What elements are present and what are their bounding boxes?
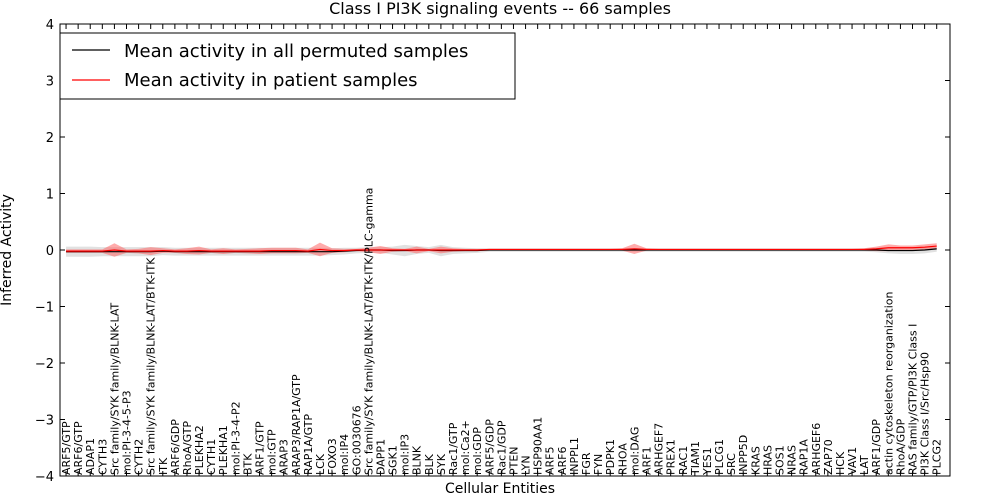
x-tick-label: SRC [725,453,738,475]
x-tick-label: DAPP1 [374,439,387,475]
y-axis-label: Inferred Activity [0,194,15,306]
x-tick-label: KRAS [749,446,762,475]
y-tick-label: 3 [46,75,54,90]
x-tick-label: mol:IP3 [399,434,412,475]
x-tick-label: mol:PI-3-4-5-P3 [121,390,134,475]
series-lines [66,245,937,253]
x-tick-label: BLK [423,453,436,475]
x-tick-label: mol:GTP [266,429,279,475]
x-tick-label: ARF5 [544,447,557,476]
y-tick-label: 0 [46,244,54,259]
x-tick-label: RhoA/GDP [894,418,907,475]
x-tick-label: mol:PI-3-4-P2 [229,401,242,475]
x-tick-label: PLCG2 [931,439,944,475]
legend-box [59,32,516,100]
x-tick-label: RAC1 [677,446,690,475]
x-tick-label: FOXO3 [326,438,339,475]
x-axis-label: Cellular Entities [445,481,555,497]
y-tick-label: 4 [46,18,54,33]
y-tick-label: −3 [35,414,54,429]
x-tick-label: Src family/SYK family/BLNK-LAT [108,302,121,475]
series-line-patient [66,245,937,252]
x-tick-label: PDPK1 [604,439,617,475]
y-tick-label: −2 [35,357,54,372]
x-tick-label: FYN [592,454,605,475]
x-tick-label: mol:DAG [628,427,641,475]
x-tick-label: LCK [314,453,327,475]
x-tick-label: ARF6 [556,447,569,476]
x-tick-label: RhoA/GTP [181,421,194,475]
x-tick-label: ADAP1 [84,438,97,475]
x-tick-label: ARF1/GDP [870,419,883,475]
x-tick-label: SOS1 [773,445,786,475]
x-tick-label: ARAP3/RAP1A/GTP [290,374,303,475]
x-tick-label: NRAS [786,445,799,475]
x-tick-label: RHOA [616,443,629,475]
x-tick-label: PTEN [507,446,520,475]
x-axis: ARF5/GTP ARF6/GTP ADAP1 CYTH3 Src family/SYK… [60,24,944,476]
x-tick-label: FGR [580,452,593,475]
x-tick-label: actin cytoskeleton reorganization [882,291,895,475]
x-tick-label: Src family/SYK family/BLNK-LAT/BTK-ITK/P… [362,188,375,475]
y-tick-label: −1 [35,301,54,316]
x-tick-label: PLCG1 [713,439,726,475]
x-tick-label: Rac1/GDP [495,420,508,475]
x-tick-label: ARF6/GDP [169,419,182,475]
x-tick-label: HCK [834,451,847,475]
x-tick-label: BTK [241,453,254,475]
x-tick-label: PLEKHA2 [193,425,206,475]
x-tick-label: RAP1A/GTP [302,414,315,475]
x-tick-label: BLNK [411,445,424,475]
x-tick-label: SYK [435,453,448,475]
x-tick-label: INPP5D [737,435,750,475]
x-tick-label: ARF5/GDP [483,419,496,475]
x-tick-label: Rac1/GTP [447,422,460,475]
x-tick-label: ARHGEF7 [653,423,666,475]
x-tick-label: ARF6/GTP [72,421,85,475]
x-tick-label: RAP1A [798,439,811,475]
x-tick-label: CYTH2 [133,439,146,475]
x-tick-label: CYTH3 [96,439,109,475]
x-tick-label: GO:0030676 [350,405,363,475]
x-tick-label: ARF5/GTP [60,421,73,475]
x-tick-label: mol:Ca2+ [459,420,472,475]
x-tick-label: LAT [858,455,871,475]
x-tick-label: mol:GDP [471,427,484,475]
x-tick-label: CYTH1 [205,439,218,475]
legend: Mean activity in all permuted samples Me… [59,32,516,100]
x-tick-label: ARF1/GTP [254,421,267,475]
x-tick-label: RAS family/GTP/PI3K Class I [907,324,920,475]
x-tick-label: PREX1 [665,439,678,475]
x-tick-label: ARHGEF6 [810,423,823,475]
x-tick-label: Src family/SYK family/BLNK-LAT/BTK-ITK [145,257,158,475]
x-tick-label: mol:IP4 [338,434,351,475]
y-tick-label: 1 [46,188,54,203]
x-tick-label: INPPL1 [568,437,581,475]
x-tick-label: ITK [157,457,170,475]
x-tick-label: TIAM1 [689,441,702,476]
y-tick-label: −4 [35,470,54,485]
x-tick-label: PI3K Class I/Src/Hsp90 [919,352,932,475]
x-tick-label: LYN [520,455,533,475]
x-tick-label: HRAS [761,445,774,475]
x-tick-label: HSP90AA1 [532,417,545,475]
x-tick-label: ARAP3 [278,439,291,475]
x-tick-label: YES1 [701,447,714,476]
legend-label-patient: Mean activity in patient samples [124,70,418,91]
x-tick-label: SGK1 [387,445,400,475]
x-tick-label: PLEKHA1 [217,425,230,475]
x-tick-label: VAV1 [846,447,859,475]
x-tick-label: ARF1 [640,447,653,476]
chart-title: Class I PI3K signaling events -- 66 samp… [329,0,671,18]
x-tick-label: ZAP70 [822,439,835,475]
y-axis: 4 3 2 1 0 −1 −2 −3 −4 [35,18,950,485]
legend-label-permuted: Mean activity in all permuted samples [124,41,468,62]
y-tick-label: 2 [46,131,54,146]
